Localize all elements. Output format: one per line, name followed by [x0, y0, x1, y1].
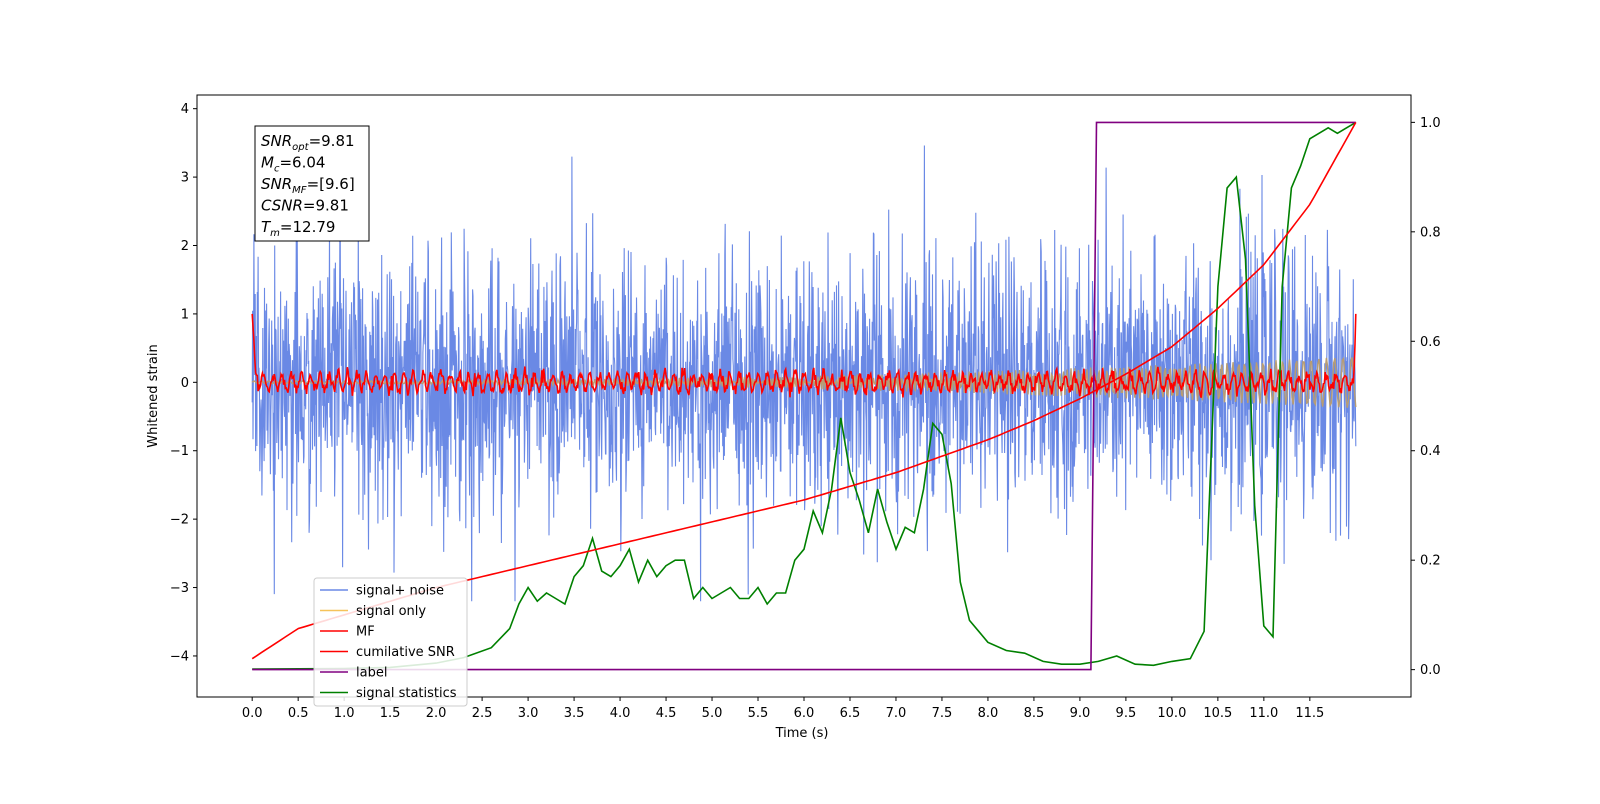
- info-sub: c: [274, 164, 280, 175]
- y2-tick-label: 0.8: [1420, 225, 1441, 240]
- legend-item-label: MF: [356, 625, 375, 640]
- info-main: SNR: [261, 175, 292, 193]
- x-tick-label: 1.5: [380, 706, 401, 721]
- info-box-line: Mc=6.04: [261, 154, 325, 175]
- legend-item-label: label: [356, 666, 387, 681]
- series-line-label: [252, 121, 1356, 671]
- x-tick-label: 1.0: [334, 706, 355, 721]
- y-tick-label: 0: [181, 376, 189, 391]
- y2-tick-label: 0.6: [1420, 335, 1441, 350]
- y-tick-label: −3: [170, 581, 189, 596]
- x-tick-label: 3.5: [564, 706, 585, 721]
- x-tick-label: 0.5: [288, 706, 309, 721]
- y-tick-label: 4: [181, 102, 189, 117]
- x-tick-label: 10.0: [1157, 706, 1186, 721]
- x-axis-label: Time (s): [775, 726, 829, 741]
- series-layer: [251, 121, 1357, 671]
- x-tick-label: 7.0: [886, 706, 907, 721]
- y-tick-label: −1: [170, 444, 189, 459]
- legend-item-label: cumilative SNR: [356, 645, 455, 660]
- info-box-line: CSNR=9.81: [261, 197, 349, 215]
- info-value: =6.04: [279, 154, 325, 172]
- x-tick-label: 5.5: [748, 706, 769, 721]
- y2-tick-label: 0.2: [1420, 554, 1441, 569]
- y2-tick-label: 0.0: [1420, 663, 1441, 678]
- y-axis-left: 4 3 2 1 0 −1 −2 −3 −4: [170, 102, 197, 664]
- info-value: =12.79: [280, 218, 336, 236]
- legend: signal+ noise signal only MF cumilative SNR…: [313, 577, 468, 707]
- x-tick-label: 10.5: [1203, 706, 1232, 721]
- info-box-frame: [254, 125, 370, 242]
- info-sub: MF: [292, 185, 307, 196]
- x-tick-label: 8.5: [1024, 706, 1045, 721]
- y-tick-label: 2: [181, 239, 189, 254]
- info-box-line: SNRopt=9.81: [261, 132, 355, 153]
- x-tick-label: 4.0: [610, 706, 631, 721]
- info-value: =9.81: [303, 197, 349, 215]
- x-tick-label: 7.5: [932, 706, 953, 721]
- y-tick-label: −2: [170, 513, 189, 528]
- info-main: SNR: [261, 132, 292, 150]
- info-box-line: SNRMF=[9.6]: [261, 175, 355, 196]
- legend-frame: [313, 577, 468, 707]
- y-tick-label: −4: [170, 649, 189, 664]
- info-box: SNRopt=9.81Mc=6.04SNRMF=[9.6]CSNR=9.81Tm…: [254, 125, 370, 242]
- x-tick-label: 11.5: [1295, 706, 1324, 721]
- info-sub: m: [270, 228, 280, 239]
- info-value: =9.81: [309, 132, 355, 150]
- series-line-signal-only: [251, 356, 1357, 408]
- x-tick-label: 11.0: [1249, 706, 1278, 721]
- x-tick-label: 0.0: [242, 706, 263, 721]
- info-value: =[9.6]: [307, 175, 355, 193]
- legend-item-label: signal only: [356, 604, 426, 619]
- x-axis: 0.0 0.5 1.0 1.5 2.0 2.5 3.0 3.5 4.0 4.5 5.0 5.5 6.0 6…: [242, 697, 1324, 721]
- series-line-signal-statistics: [252, 121, 1357, 670]
- x-tick-label: 8.0: [978, 706, 999, 721]
- y2-tick-label: 1.0: [1420, 116, 1441, 131]
- x-tick-label: 6.5: [840, 706, 861, 721]
- info-main: M: [261, 154, 274, 172]
- x-tick-label: 2.0: [426, 706, 447, 721]
- y-axis-label: Whitened strain: [146, 344, 161, 447]
- series-line-signal-noise: [251, 145, 1357, 602]
- legend-item-label: signal statistics: [356, 686, 457, 701]
- y-axis-right: 1.0 0.8 0.6 0.4 0.2 0.0: [1411, 116, 1441, 678]
- series-line-mf: [251, 313, 1357, 398]
- x-tick-label: 5.0: [702, 706, 723, 721]
- x-tick-label: 6.0: [794, 706, 815, 721]
- info-main: T: [261, 218, 272, 236]
- x-tick-label: 3.0: [518, 706, 539, 721]
- y-tick-label: 1: [181, 307, 189, 322]
- x-tick-label: 2.5: [472, 706, 493, 721]
- info-box-line: Tm=12.79: [261, 218, 335, 239]
- info-main: CSNR: [261, 197, 303, 215]
- info-sub: opt: [292, 142, 309, 153]
- y-tick-label: 3: [181, 171, 189, 186]
- x-tick-label: 9.0: [1070, 706, 1091, 721]
- legend-item-label: signal+ noise: [356, 584, 444, 599]
- x-tick-label: 9.5: [1116, 706, 1137, 721]
- x-tick-label: 4.5: [656, 706, 677, 721]
- y2-tick-label: 0.4: [1420, 444, 1441, 459]
